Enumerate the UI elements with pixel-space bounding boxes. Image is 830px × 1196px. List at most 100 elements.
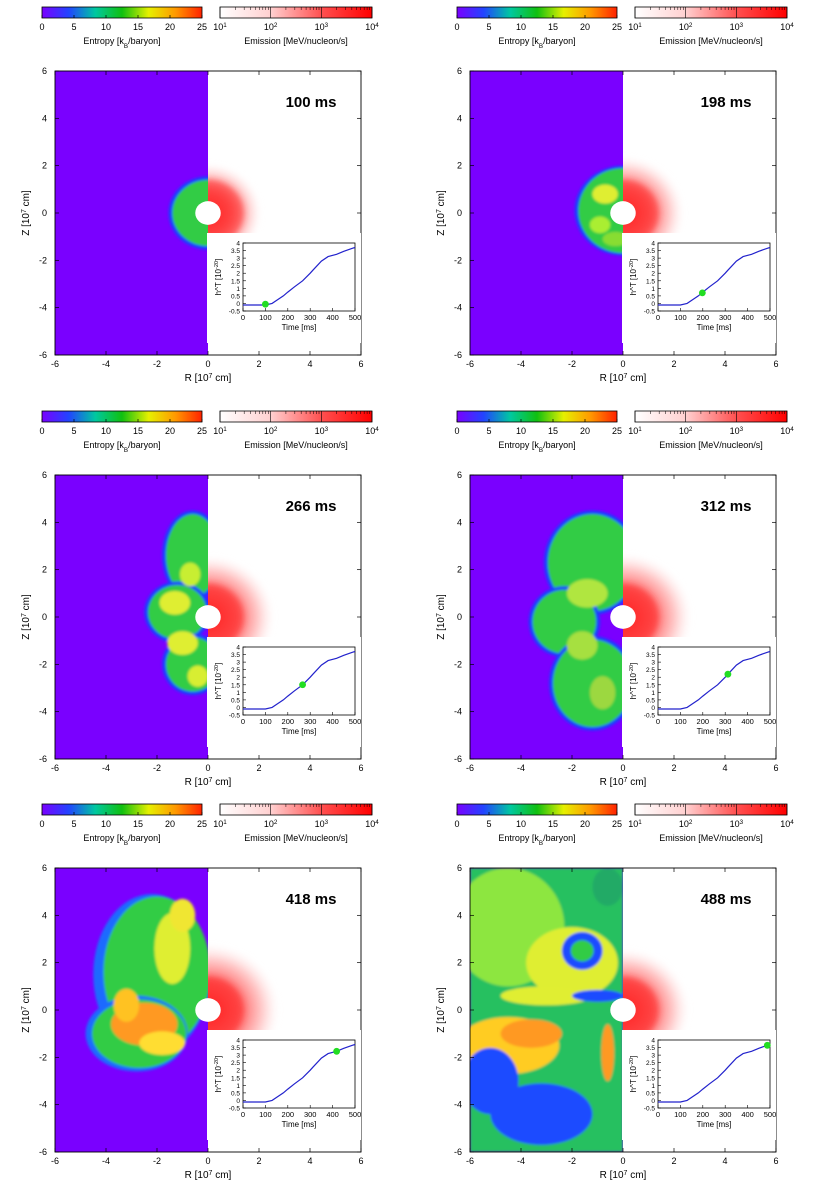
y-tick-label: 6 [42,66,47,76]
time-marker [262,300,269,308]
inset-y-tick-label: 2.5 [646,1060,655,1067]
superscript: 4 [375,819,379,826]
text-part: Entropy [ [83,833,120,843]
central-core [610,605,636,629]
text-part: h^T [10 [629,672,638,699]
entropy-tick-label: 5 [71,819,76,829]
inset-x-tick-label: 100 [674,313,687,322]
emission-tick-label: 104 [780,819,794,830]
emission-tick-label: 101 [213,22,227,33]
inset-y-tick-label: 2 [651,1068,655,1075]
x-tick-label: 4 [722,763,727,773]
emission-tick-label: 102 [679,819,693,830]
inset-x-tick-label: 100 [259,313,272,322]
inset-y-tick-label: 2.5 [231,667,240,674]
emission-core [208,976,244,1044]
emission-core [623,583,659,651]
y-tick-label: -2 [39,659,47,669]
entropy-colorbar [41,410,203,423]
y-tick-label: 0 [42,208,47,218]
x-tick-label: -4 [102,763,110,773]
emission-tick-label: 101 [628,22,642,33]
inset-y-tick-label: 3 [651,1053,655,1060]
text-part: /baryon] [543,36,576,46]
entropy-tick-label: 0 [39,819,44,829]
text-part: 10 [679,426,689,436]
inset-y-tick-label: 1 [236,690,240,697]
inset-x-tick-label: 400 [741,1110,754,1119]
time-marker [299,681,306,689]
text-part: Z [10 [21,1010,32,1033]
y-axis-label: Z [107 cm] [436,190,448,236]
y-tick-label: 0 [457,1005,462,1015]
central-core [610,201,636,225]
entropy-tick-label: 5 [71,22,76,32]
text-part: 10 [628,819,638,829]
y-tick-label: -4 [454,303,462,313]
inset-x-tick-label: 100 [259,1110,272,1119]
inset-x-tick-label: 500 [764,717,777,726]
inset-y-tick-label: 0 [236,1098,240,1105]
y-tick-label: -2 [39,255,47,265]
text-part: 10 [780,22,790,32]
inset-x-tick-label: 0 [241,717,245,726]
x-tick-label: 6 [358,1156,363,1166]
x-tick-label: 0 [620,1156,625,1166]
x-tick-label: 4 [307,359,312,369]
x-tick-label: -4 [102,1156,110,1166]
inset-y-tick-label: 0.5 [231,697,240,704]
turbulent-cell [500,986,593,1006]
inset-y-tick-label: 0.5 [646,1090,655,1097]
entropy-half [55,868,208,1152]
inset-y-tick-label: 0 [651,301,655,308]
inset-x-tick-label: 200 [697,313,710,322]
subscript: B [124,840,128,847]
x-tick-label: -4 [102,359,110,369]
superscript: 2 [274,22,278,29]
x-axis-label: R [107 cm] [600,777,647,789]
emission-colorbar [219,410,373,423]
text-part: cm] [436,594,447,613]
y-tick-label: 2 [457,161,462,171]
inset-y-tick-label: 0 [236,301,240,308]
inset-x-tick-label: 500 [764,1110,777,1119]
inset-y-tick-label: 3 [236,1053,240,1060]
y-axis-label: Z [107 cm] [21,594,33,640]
inset-y-tick-label: 3.5 [646,1045,655,1052]
inset-y-tick-label: 3 [236,256,240,263]
text-part: cm] [212,373,231,384]
emission-tick-label: 104 [780,22,794,33]
text-part: 10 [315,819,325,829]
x-tick-label: 0 [620,359,625,369]
text-part: k [119,36,124,46]
superscript: 3 [740,819,744,826]
text-part: h^T [10 [214,268,223,295]
entropy-tick-label: 15 [548,819,558,829]
entropy-tick-label: 0 [39,22,44,32]
x-tick-label: -2 [568,763,576,773]
text-part: cm] [436,190,447,209]
text-part: Time [ms] [697,323,732,332]
text-part: k [534,833,539,843]
inset-x-tick-label: 100 [674,717,687,726]
emission-tick-label: 102 [264,426,278,437]
text-part: /baryon] [543,833,576,843]
emission-tick-label: 102 [264,22,278,33]
x-axis-label: R [107 cm] [600,373,647,385]
entropy-tick-label: 10 [101,22,111,32]
y-tick-label: 4 [42,910,47,920]
panel-title: 100 ms [286,94,337,111]
text-part: R [10 [185,373,209,384]
inset-x-tick-label: 400 [741,313,754,322]
superscript: 7 [624,777,628,784]
inset-frame [657,242,771,312]
y-axis-label: Z [107 cm] [436,594,448,640]
text-part: h^T [10 [629,1065,638,1092]
y-tick-label: 4 [42,517,47,527]
hot-stream [601,1024,615,1081]
x-tick-label: 4 [307,1156,312,1166]
ht-curve [658,246,771,306]
hot-region [500,1019,562,1048]
